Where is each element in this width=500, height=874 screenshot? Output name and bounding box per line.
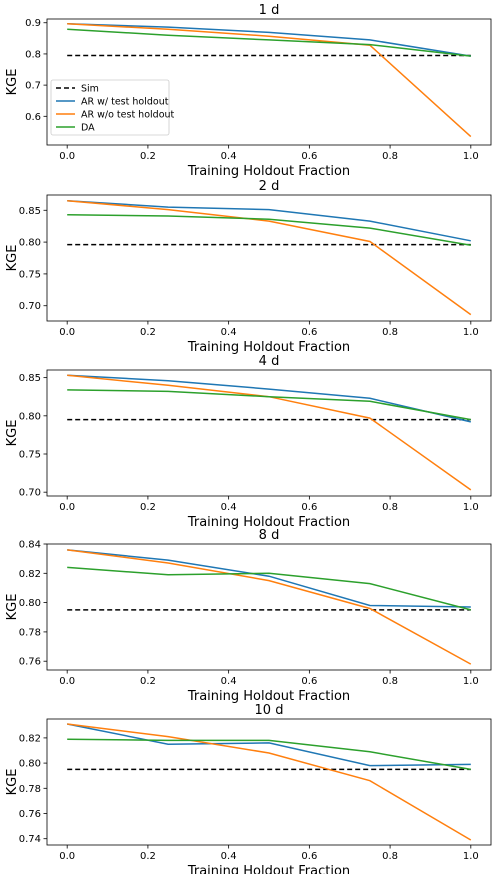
x-tick-label: 0.4 [221,327,237,338]
x-axis-label: Training Holdout Fraction [187,515,350,530]
series-line-ar-w-test-holdout [67,374,471,423]
y-axis-label: KGE [5,69,20,96]
axes-frame [46,718,492,846]
y-axis-label: KGE [5,245,20,272]
x-tick-label: 0.4 [221,502,237,513]
series-line-ar-w-o-test-holdout [67,22,472,138]
x-tick-label: 0.6 [301,327,317,338]
series-line-ar-w-test-holdout [67,723,471,767]
series-line-ar-w-test-holdout [67,549,471,608]
y-tick-label: 0.74 [19,834,41,845]
axes-frame [46,369,492,497]
x-tick-label: 0.2 [140,327,156,338]
x-tick-label: 0.8 [382,327,398,338]
series-line-da [67,28,471,57]
legend: Sim AR w/ test holdout AR w/o test holdout… [50,79,175,136]
x-tick-label: 0.8 [382,676,398,687]
subplot-4: 8 d 0.0 0.2 0.4 0.6 0.8 1.0 0.76 0.78 0.80 0.82 0.8… [5,528,492,704]
x-tick-label: 1.0 [463,851,479,862]
x-tick-label: 0.6 [301,502,317,513]
series-line-da [67,389,471,421]
subplot-2: 2 d 0.0 0.2 0.4 0.6 0.8 1.0 0.70 0.75 0.80 0.85 Tra… [5,179,492,355]
subplot-1: 1 d 0.0 0.2 0.4 0.6 0.8 1.0 0.6 0.7 0.8 0.9 Trainin… [5,3,492,179]
subplot-title: 4 d [259,354,280,369]
x-tick-label: 1.0 [463,151,479,162]
subplot-title: 10 d [255,703,284,718]
axes-frame [46,194,492,322]
x-tick-label: 0.0 [59,502,75,513]
series-line-ar-w-test-holdout [67,22,471,57]
series-line-ar-w-o-test-holdout [67,374,472,491]
y-tick-label: 0.82 [19,733,41,744]
x-tick-label: 0.6 [301,676,317,687]
x-tick-label: 0.8 [382,151,398,162]
x-tick-label: 0.8 [382,851,398,862]
y-tick-label: 0.80 [19,759,41,770]
series-line-da [67,738,471,771]
y-tick-label: 0.9 [25,18,41,29]
y-tick-label: 0.76 [19,657,41,668]
x-tick-label: 0.2 [140,502,156,513]
series-line-ar-w-o-test-holdout [67,199,472,316]
x-tick-label: 0.0 [59,151,75,162]
x-tick-label: 0.6 [301,151,317,162]
y-tick-label: 0.76 [19,809,41,820]
y-tick-label: 0.78 [19,784,41,795]
x-tick-label: 1.0 [463,676,479,687]
series-line-da [67,566,471,611]
subplot-5: 10 d 0.0 0.2 0.4 0.6 0.8 1.0 0.74 0.76 0.78 0.80 0.… [5,703,492,874]
legend-entry: DA [81,123,95,134]
x-axis-label: Training Holdout Fraction [187,164,350,179]
y-tick-label: 0.70 [19,301,41,312]
y-tick-label: 0.6 [25,112,41,123]
legend-entry: AR w/ test holdout [81,97,169,108]
axes-frame [46,18,492,146]
x-tick-label: 0.4 [221,151,237,162]
x-tick-label: 0.0 [59,327,75,338]
x-axis-label: Training Holdout Fraction [187,689,350,704]
y-axis-label: KGE [5,769,20,796]
subplot-title: 1 d [259,3,280,18]
y-tick-label: 0.70 [19,488,41,499]
y-tick-label: 0.78 [19,627,41,638]
y-tick-label: 0.84 [19,540,41,551]
x-tick-label: 0.2 [140,676,156,687]
x-tick-label: 0.6 [301,851,317,862]
y-tick-label: 0.82 [19,569,41,580]
legend-entry: AR w/o test holdout [81,110,175,121]
y-tick-label: 0.85 [19,206,41,217]
y-tick-label: 0.75 [19,450,41,461]
x-tick-label: 0.0 [59,851,75,862]
series-line-da [67,213,471,247]
x-tick-label: 0.2 [140,851,156,862]
legend-entry: Sim [81,84,99,95]
x-tick-label: 0.2 [140,151,156,162]
y-tick-label: 0.8 [25,49,41,60]
y-tick-label: 0.75 [19,269,41,280]
subplot-3: 4 d 0.0 0.2 0.4 0.6 0.8 1.0 0.70 0.75 0.80 0.85 Tra… [5,354,492,530]
series-line-ar-w-o-test-holdout [67,723,472,841]
subplot-title: 8 d [259,528,280,543]
x-tick-label: 1.0 [463,327,479,338]
series-line-ar-w-o-test-holdout [67,549,472,665]
series-line-ar-w-test-holdout [67,199,471,242]
x-tick-label: 0.4 [221,851,237,862]
x-tick-label: 0.8 [382,502,398,513]
x-axis-label: Training Holdout Fraction [187,340,350,355]
y-tick-label: 0.80 [19,598,41,609]
y-tick-label: 0.80 [19,411,41,422]
y-axis-label: KGE [5,420,20,447]
legend-box [50,79,170,136]
y-tick-label: 0.80 [19,238,41,249]
y-tick-label: 0.7 [25,81,41,92]
x-axis-label: Training Holdout Fraction [187,864,350,874]
x-tick-label: 1.0 [463,502,479,513]
subplot-title: 2 d [259,179,280,194]
y-tick-label: 0.85 [19,373,41,384]
axes-frame [46,543,492,671]
y-axis-label: KGE [5,594,20,621]
x-tick-label: 0.4 [221,676,237,687]
x-tick-label: 0.0 [59,676,75,687]
